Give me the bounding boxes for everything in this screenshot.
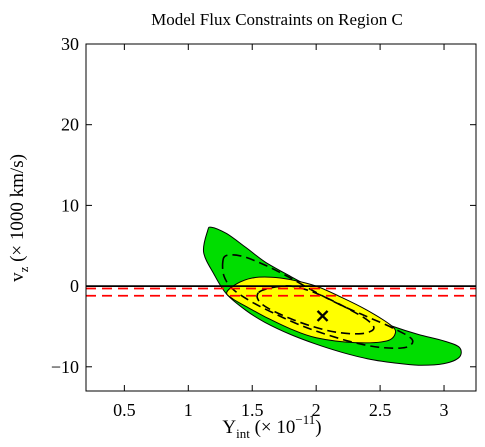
y-tick-label: 30: [61, 34, 79, 54]
best-fit-marker: [316, 310, 329, 322]
plot-area: [85, 43, 477, 392]
x-axis-label-close: ): [315, 417, 321, 438]
x-tick-label: 0.5: [113, 400, 136, 420]
x-axis-label-sup: −11: [295, 412, 315, 427]
chart-title: Model Flux Constraints on Region C: [151, 10, 403, 29]
x-axis-label-base: Y: [222, 417, 236, 438]
contour-regions: [202, 226, 462, 366]
y-tick-label: 10: [61, 195, 79, 215]
contour-inner: [226, 276, 397, 344]
x-tick-label: 1.5: [241, 400, 264, 420]
x-tick-label: 3: [440, 400, 449, 420]
x-axis-label-rest: (× 10: [250, 417, 296, 438]
x-axis-label-sub: int: [236, 426, 250, 441]
y-tick-label: 20: [61, 115, 79, 135]
y-axis-label-base: v: [7, 272, 28, 282]
x-tick-label: 1: [184, 400, 193, 420]
x-tick-label: 2: [312, 400, 321, 420]
y-tick-label: 0: [70, 276, 79, 296]
contour-outer-dashed: [221, 254, 414, 350]
y-tick-label: −10: [51, 357, 79, 377]
y-axis-label-rest: (× 1000 km/s): [7, 154, 28, 267]
x-tick-label: 2.5: [369, 400, 392, 420]
x-axis-label: Yint (× 10−11): [222, 412, 321, 441]
reference-lines: [86, 285, 476, 297]
y-axis-label-sub: z: [16, 266, 31, 272]
axis-ticks: [86, 43, 476, 391]
tick-labels: 0.5 1 1.5 2 2.5 3 −10 0 10 20 30: [51, 34, 449, 420]
contour-outer: [202, 226, 462, 366]
plot-frame: [85, 43, 477, 392]
best-fit-layer: [316, 310, 329, 322]
contour-inner-dashed: [256, 285, 375, 335]
y-axis-label: vz (× 1000 km/s): [7, 154, 31, 282]
